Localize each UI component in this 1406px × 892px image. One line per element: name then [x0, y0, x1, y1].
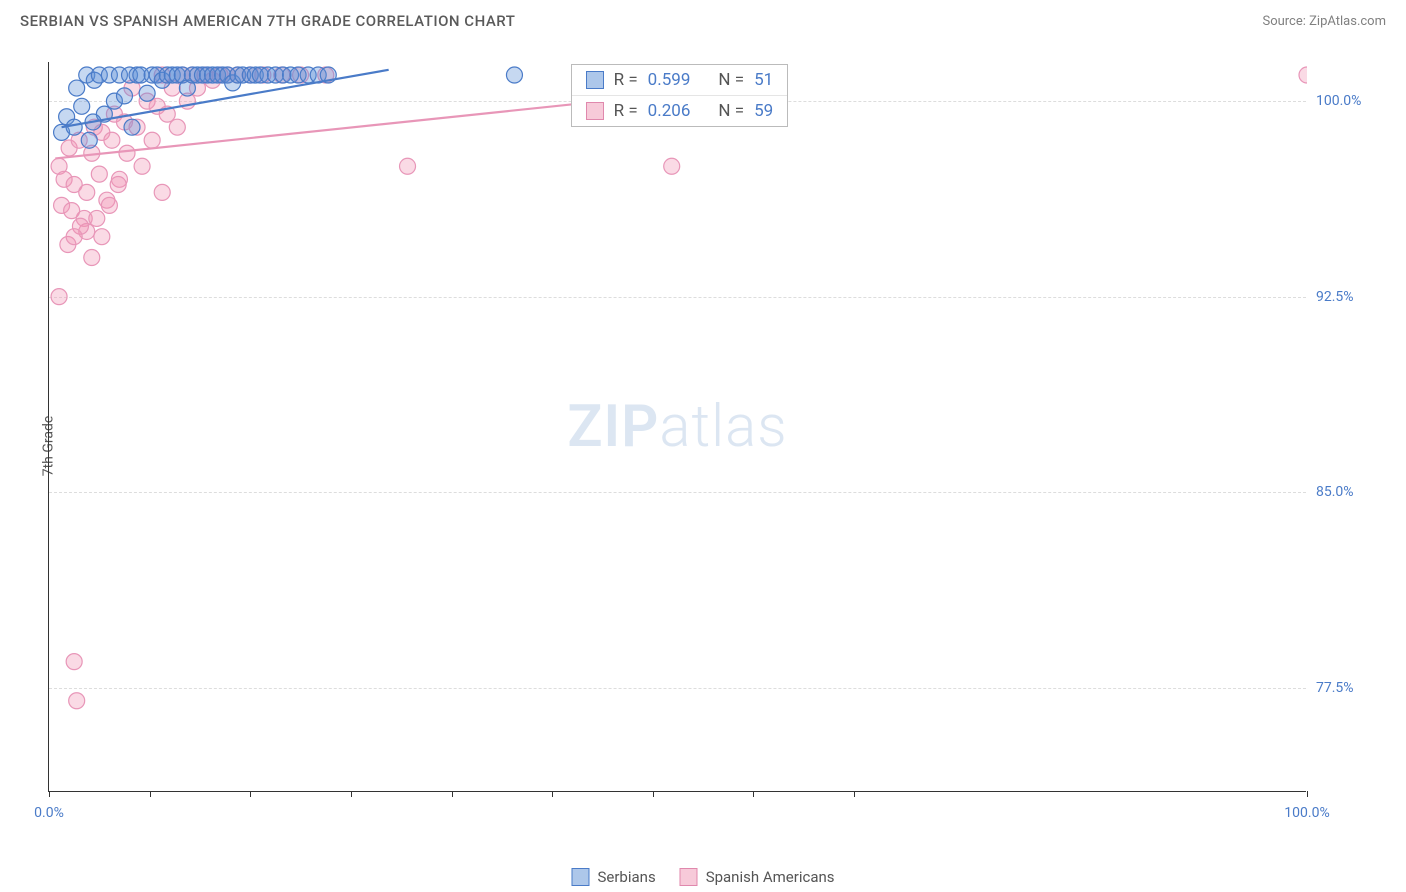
chart-container: ZIPatlas 100.0%92.5%85.0%77.5%0.0%100.0%… — [48, 62, 1378, 792]
data-point — [89, 210, 105, 226]
y-tick-label: 92.5% — [1316, 289, 1376, 305]
data-point — [119, 145, 135, 161]
data-point — [51, 289, 67, 305]
stats-N-value: 59 — [754, 101, 773, 121]
legend: Serbians Spanish Americans — [571, 868, 834, 886]
legend-label-spanish: Spanish Americans — [706, 868, 835, 886]
stats-swatch — [586, 71, 604, 89]
stats-R-value: 0.206 — [648, 101, 691, 121]
data-point — [144, 132, 160, 148]
data-point — [110, 177, 126, 193]
x-tick — [1307, 791, 1308, 797]
data-point — [101, 197, 117, 213]
data-point — [74, 98, 90, 114]
y-tick-label: 100.0% — [1316, 93, 1376, 109]
data-point — [1299, 67, 1307, 83]
data-point — [506, 67, 522, 83]
legend-swatch-pink — [680, 868, 698, 886]
x-tick-label: 0.0% — [34, 805, 64, 821]
stats-R-label: R = — [614, 101, 638, 121]
data-point — [64, 203, 80, 219]
source-attribution: Source: ZipAtlas.com — [1262, 14, 1386, 29]
data-point — [116, 88, 132, 104]
stats-N-value: 51 — [754, 70, 773, 90]
legend-label-serbians: Serbians — [597, 868, 655, 886]
data-point — [139, 85, 155, 101]
data-point — [134, 158, 150, 174]
stats-N-label: N = — [718, 70, 744, 90]
stats-row: R = 0.206 N = 59 — [572, 95, 788, 126]
stats-row: R = 0.599 N = 51 — [572, 65, 788, 95]
data-point — [66, 229, 82, 245]
source-prefix: Source: — [1262, 14, 1309, 29]
data-point — [104, 132, 120, 148]
stats-R-value: 0.599 — [648, 70, 691, 90]
data-point — [400, 158, 416, 174]
source-link[interactable]: ZipAtlas.com — [1309, 14, 1386, 29]
data-point — [79, 184, 95, 200]
data-point — [69, 693, 85, 709]
y-tick-label: 77.5% — [1316, 680, 1376, 696]
scatter-svg — [49, 62, 1307, 792]
data-point — [81, 132, 97, 148]
data-point — [69, 80, 85, 96]
data-point — [84, 250, 100, 266]
legend-swatch-blue — [571, 868, 589, 886]
x-tick-label: 100.0% — [1284, 805, 1329, 821]
data-point — [154, 184, 170, 200]
y-tick-label: 85.0% — [1316, 484, 1376, 500]
data-point — [91, 166, 107, 182]
data-point — [169, 119, 185, 135]
stats-N-label: N = — [718, 101, 744, 121]
data-point — [664, 158, 680, 174]
stats-box: R = 0.599 N = 51 R = 0.206 N = 59 — [571, 64, 789, 127]
plot-area: ZIPatlas 100.0%92.5%85.0%77.5%0.0%100.0%… — [48, 62, 1306, 792]
data-point — [66, 119, 82, 135]
legend-item-serbians: Serbians — [571, 868, 655, 886]
stats-R-label: R = — [614, 70, 638, 90]
data-point — [124, 119, 140, 135]
legend-item-spanish: Spanish Americans — [680, 868, 835, 886]
chart-title: SERBIAN VS SPANISH AMERICAN 7TH GRADE CO… — [20, 12, 515, 30]
data-point — [94, 229, 110, 245]
stats-swatch — [586, 102, 604, 120]
data-point — [66, 654, 82, 670]
